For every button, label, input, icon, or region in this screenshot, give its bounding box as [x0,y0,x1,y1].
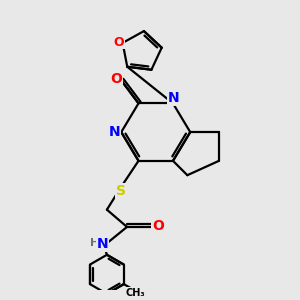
Text: CH₃: CH₃ [125,288,145,298]
Text: N: N [168,91,179,105]
Text: O: O [152,219,164,233]
Text: N: N [109,125,121,139]
Text: N: N [97,237,108,251]
Text: O: O [110,72,122,86]
Text: H: H [90,238,100,248]
Text: O: O [114,36,124,49]
Text: S: S [116,184,126,198]
